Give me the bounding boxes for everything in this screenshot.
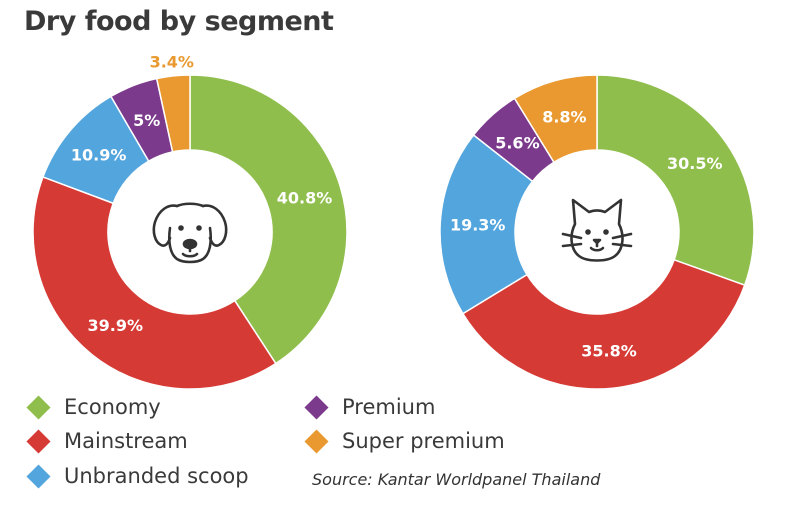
legend-label: Premium	[342, 395, 436, 419]
legend-item-mainstream: Mainstream	[24, 428, 188, 454]
slice-mainstream	[461, 258, 746, 390]
legend-item-economy: Economy	[24, 394, 161, 420]
data-label-unbranded-scoop: 10.9%	[71, 145, 127, 164]
data-label-super-premium: 3.4%	[150, 52, 194, 71]
chart-title: Dry food by segment	[24, 6, 334, 37]
data-label-super-premium: 8.8%	[542, 108, 586, 127]
slice-unbranded-scoop	[439, 133, 534, 315]
legend-label: Unbranded scoop	[64, 464, 249, 488]
donut-chart-2: 30.5% 35.8% 19.3% 5.6%8.8%	[439, 74, 755, 390]
slice-super-premium	[155, 74, 191, 153]
donut-chart-1: 40.8% 39.9% 10.9% 5% 3.4%	[32, 52, 348, 390]
data-label-premium: 5.6%	[495, 133, 539, 152]
legend-label: Super premium	[342, 429, 505, 453]
slice-mainstream	[32, 176, 277, 390]
legend-item-unbranded-scoop: Unbranded scoop	[24, 463, 249, 489]
data-label-unbranded-scoop: 19.3%	[450, 215, 506, 234]
slice-economy	[596, 74, 755, 287]
legend-item-premium: Premium	[302, 394, 436, 420]
donut-charts: 40.8% 39.9% 10.9% 5% 3.4% 30.5% 35.8% 19.3% 5.6%…	[32, 52, 755, 390]
data-label-mainstream: 35.8%	[581, 341, 637, 360]
cat-icon	[561, 198, 633, 262]
data-label-mainstream: 39.9%	[88, 316, 144, 335]
data-label-economy: 40.8%	[277, 188, 333, 207]
legend-label: Economy	[64, 395, 161, 419]
data-label-economy: 30.5%	[667, 154, 723, 173]
legend-swatch	[304, 394, 329, 420]
legend-item-super-premium: Super premium	[302, 428, 505, 454]
slice-economy	[189, 74, 348, 365]
legend-swatch	[26, 394, 51, 420]
legend-label: Mainstream	[64, 429, 188, 453]
source-note: Source: Kantar Worldpanel Thailand	[312, 470, 601, 489]
slice-super-premium	[513, 74, 598, 164]
dog-icon	[152, 202, 228, 264]
legend-swatch	[26, 463, 51, 489]
legend-swatch	[26, 428, 51, 454]
data-label-premium: 5%	[133, 111, 160, 130]
legend-swatch	[304, 428, 329, 454]
